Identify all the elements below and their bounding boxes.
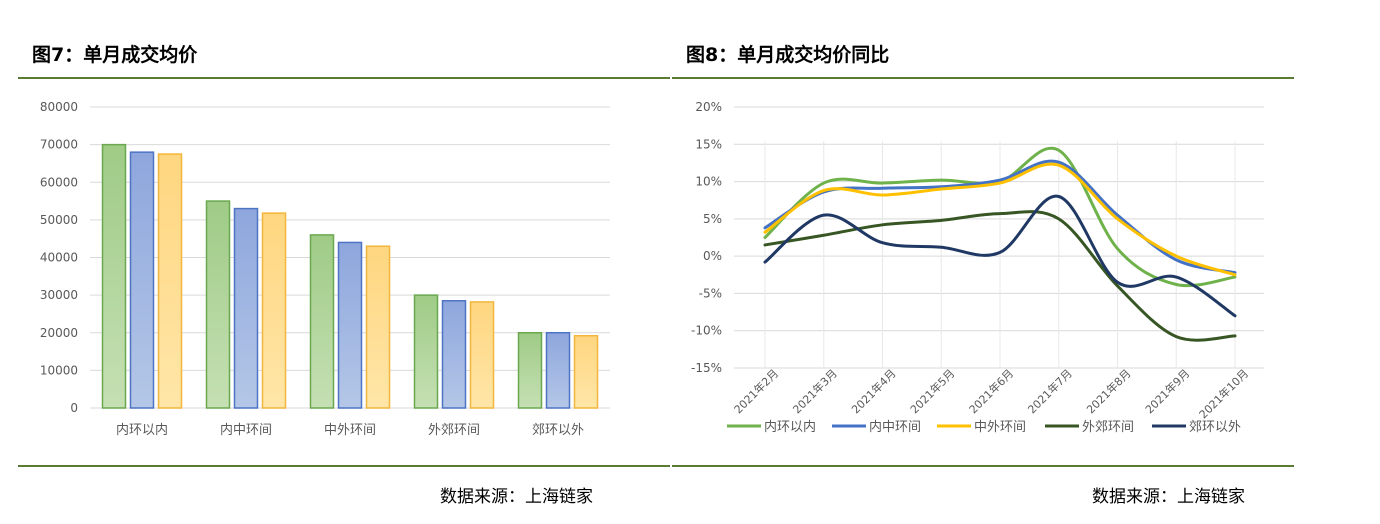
y-tick-label: 60000	[40, 175, 78, 189]
bar	[573, 335, 599, 409]
line-chart-title: 图8：单月成交均价同比	[686, 44, 890, 66]
x-tick-label: 2021年4月	[848, 366, 898, 416]
y-tick-label: 10%	[695, 175, 722, 189]
legend-label: 内环以内	[764, 419, 816, 435]
legend-label: 郊环以外	[1189, 419, 1241, 435]
y-tick-label: -10%	[691, 324, 722, 338]
series-line	[763, 162, 1237, 277]
x-tick-label: 内环以内	[116, 422, 168, 438]
line-chart: -15%-10%-5%0%5%10%15%20%2021年2月 2021年3月 20…	[691, 100, 1264, 435]
x-tick-label: 郊环以外	[532, 422, 584, 438]
y-tick-label: 70000	[40, 138, 78, 152]
bar	[129, 151, 155, 409]
y-tick-label: 30000	[40, 288, 78, 302]
y-tick-label: 80000	[40, 100, 78, 114]
y-tick-label: 20000	[40, 326, 78, 340]
x-tick-label: 2021年7月	[1025, 366, 1075, 416]
y-tick-label: -15%	[691, 361, 722, 375]
y-tick-label: 20%	[695, 100, 722, 114]
bar-chart-title: 图7：单月成交均价	[32, 44, 198, 66]
bar	[469, 301, 495, 409]
bar	[233, 207, 259, 409]
bar-chart-source: 数据来源：上海链家	[440, 487, 593, 507]
y-tick-label: 50000	[40, 213, 78, 227]
y-tick-label: 40000	[40, 251, 78, 265]
bar	[309, 234, 335, 409]
x-tick-label: 外郊环间	[428, 422, 480, 438]
y-tick-label: 10000	[40, 363, 78, 377]
y-tick-label: 5%	[703, 212, 722, 226]
bar	[261, 212, 287, 409]
series-line	[763, 194, 1237, 318]
bar	[157, 153, 183, 409]
bar	[545, 332, 571, 409]
legend-label: 外郊环间	[1082, 419, 1134, 435]
x-tick-label: 内中环间	[220, 422, 272, 438]
bar	[337, 241, 363, 409]
bar	[101, 143, 127, 409]
x-tick-label: 2021年3月	[790, 366, 840, 416]
bottom-rule	[18, 465, 670, 467]
y-tick-label: -5%	[699, 286, 722, 300]
legend-label: 中外环间	[974, 420, 1026, 435]
x-tick-label: 中外环间	[324, 423, 376, 438]
y-tick-label: 0	[70, 401, 78, 415]
top-rule	[18, 77, 670, 79]
line-chart-panel: 图8：单月成交均价同比 -15% -10% -5% 0% 5% 10% 15% 20% 2021…	[672, 0, 1294, 524]
y-tick-label: 0%	[703, 249, 722, 263]
x-tick-label: 2021年6月	[966, 366, 1016, 416]
bar	[441, 300, 467, 409]
line-chart-source: 数据来源：上海链家	[1092, 487, 1245, 507]
series-line	[763, 210, 1237, 342]
bar	[413, 294, 439, 409]
x-tick-label: 2021年8月	[1083, 366, 1133, 416]
y-tick-label: 15%	[695, 137, 722, 151]
bottom-rule	[672, 465, 1294, 467]
x-tick-label: 2021年10月	[1196, 366, 1251, 421]
bar-chart-panel: 图7：单月成交均价 0 10000 20000 30000 40000 50000 6000…	[18, 0, 670, 524]
x-tick-label: 2021年9月	[1142, 366, 1192, 416]
bar	[365, 245, 391, 409]
bar	[517, 332, 543, 409]
bar-chart: 0 10000 20000 30000 40000 50000 60000 70000 8000…	[40, 100, 610, 438]
bar	[205, 200, 231, 409]
x-tick-label: 2021年2月	[731, 366, 781, 416]
x-tick-label: 2021年5月	[907, 366, 957, 416]
legend-label: 内中环间	[869, 419, 921, 435]
top-rule	[672, 77, 1294, 79]
